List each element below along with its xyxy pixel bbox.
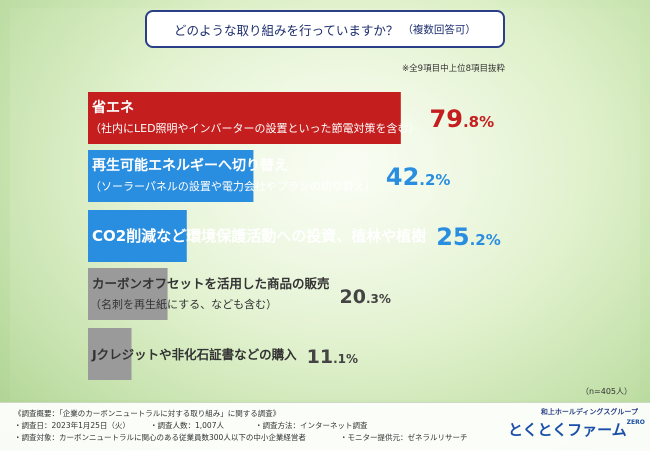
bar-1 [88,92,401,144]
question-text: どのような取り組みを行っていますか？ [174,22,399,38]
bar-sublabel-4: （名刺を再生紙にする、なども含む） [90,297,277,311]
bar-label-5: Jクレジットや非化石証書などの購入 [91,347,297,362]
excerpt-note: ※全9項目中上位8項目抜粋 [402,64,505,74]
bar-label-1: 省エネ [91,99,134,116]
survey-title: 《調査概要：「企業のカーボンニュートラルに対する取り組み」に関する調査》 [14,409,281,418]
bar-sublabel-1: （社内にLED照明やインバーターの設置といった節電対策を含む） [90,121,420,135]
bar-2 [88,150,254,202]
sample-size: （n=405人） [580,387,632,396]
survey-monitor: ・モニター提供元：ゼネラルリサーチ [340,433,468,442]
bar-label-4: カーボンオフセットを活用した商品の販売 [92,276,330,291]
survey-target: ・調査対象：カーボンニュートラルに関心のある従業員数300人以下の中小企業経営者 [14,433,306,442]
question-sub: （複数回答可） [402,23,476,36]
bar-sublabel-2: （ソーラーパネルの設置や電力会社やプランの切り替え） [90,179,376,193]
value-label-5: 11.1% [307,346,358,368]
bar-label-3: CO2削減など環境保護活動への投資、植林や植樹 [92,227,426,245]
brand-name: とくとくファームZERO [508,419,645,440]
survey-method: ・調査方法：インターネット調査 [255,421,368,430]
value-label-3: 25.2% [436,223,501,251]
brand-zero: ZERO [626,419,645,426]
bar-5 [88,328,132,380]
survey-date: ・調査日：2023年1月25日（火） [14,421,130,430]
bar-chart: 省エネ （社内にLED照明やインバーターの設置といった節電対策を含む） 79.8% 再… [88,92,501,380]
value-label-1: 79.8% [430,105,495,133]
brand-logo: 和上ホールディングスグループ とくとくファームZERO [508,407,645,447]
bar-label-2: 再生可能エネルギーへ切り替え [92,157,288,174]
value-label-4: 20.3% [340,286,391,308]
brand-text: とくとくファーム [508,421,627,439]
question-box: どのような取り組みを行っていますか？ （複数回答可） [145,10,505,48]
bar-3 [88,210,187,262]
bar-4 [88,268,168,320]
survey-people: ・調査人数：1,007人 [150,421,224,430]
value-label-2: 42.2% [386,163,451,191]
company-name: 和上ホールディングスグループ [540,408,638,416]
survey-footer: 《調査概要：「企業のカーボンニュートラルに対する取り組み」に関する調査》 ・調査… [0,402,650,451]
